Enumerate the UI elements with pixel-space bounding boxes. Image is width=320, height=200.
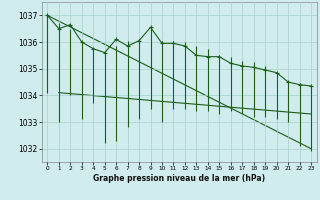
X-axis label: Graphe pression niveau de la mer (hPa): Graphe pression niveau de la mer (hPa) [93,174,265,183]
